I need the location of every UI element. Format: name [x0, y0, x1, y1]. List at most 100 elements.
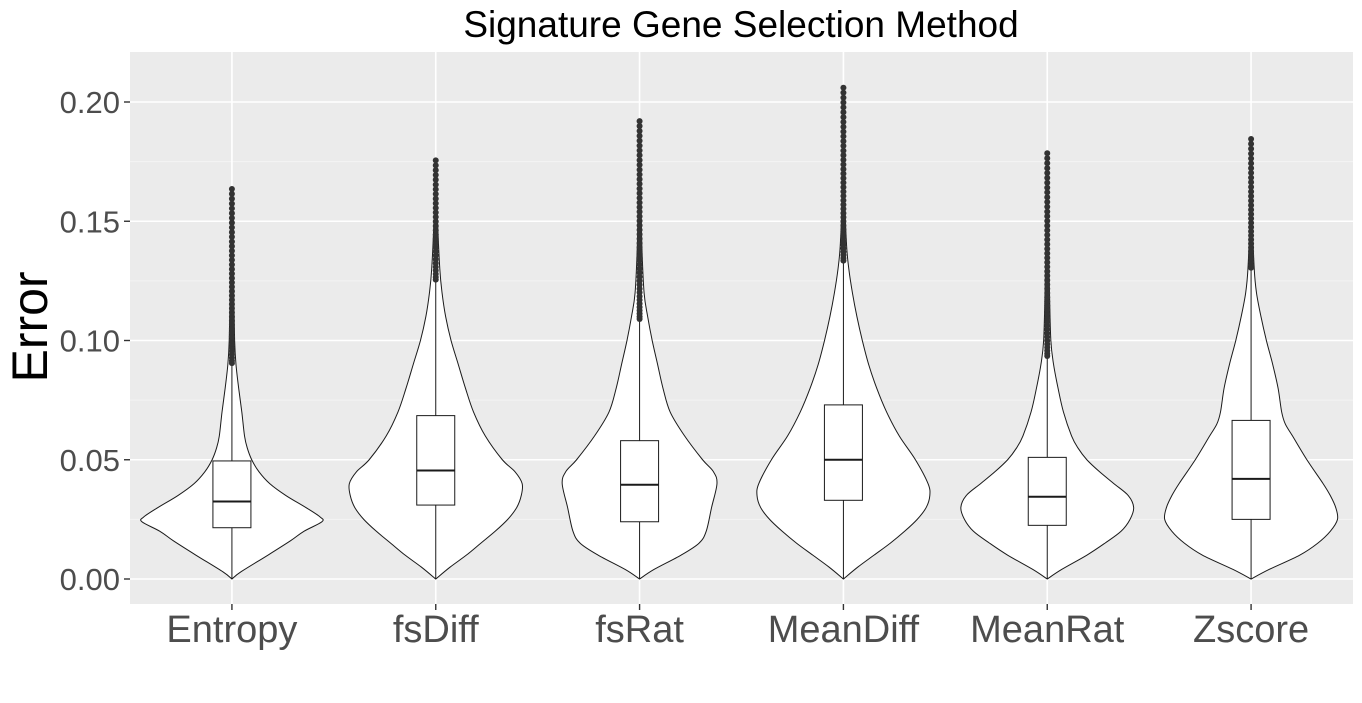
outlier-point [1248, 193, 1255, 200]
outlier-point [840, 184, 847, 191]
outlier-point [432, 200, 439, 207]
outlier-point [840, 161, 847, 168]
outlier-point [636, 257, 643, 264]
outlier-point [840, 123, 847, 130]
outlier-point [1248, 169, 1255, 176]
outlier-point [432, 162, 439, 169]
outlier-point [1044, 298, 1051, 305]
outlier-point [840, 170, 847, 177]
outlier-point [636, 253, 643, 260]
outlier-point [636, 261, 643, 268]
plot-panel [130, 52, 1353, 604]
outlier-point [636, 190, 643, 197]
outlier-point [1044, 232, 1051, 239]
outlier-point [1248, 197, 1255, 204]
outlier-point [228, 257, 235, 264]
outlier-point [432, 157, 439, 164]
outlier-point [840, 99, 847, 106]
outlier-point [840, 218, 847, 225]
outlier-point [636, 194, 643, 201]
outlier-point [1248, 202, 1255, 209]
iqr-box [416, 415, 456, 506]
outlier-point [1044, 250, 1051, 257]
outlier-point [1044, 272, 1051, 279]
outlier-point [1044, 199, 1051, 206]
outlier-point [432, 214, 439, 221]
outlier-point [1248, 179, 1255, 186]
y-tick-label: 0.10 [60, 324, 120, 359]
outlier-point [636, 226, 643, 233]
outlier-point [840, 201, 847, 208]
outlier-point [1044, 218, 1051, 225]
outlier-point [228, 270, 235, 277]
outlier-point [432, 240, 439, 247]
outlier-point [840, 114, 847, 121]
outlier-point [432, 231, 439, 238]
outlier-point [840, 142, 847, 149]
outlier-point [1044, 150, 1051, 157]
outlier-point [1044, 160, 1051, 167]
outlier-point [432, 176, 439, 183]
x-tick-label: MeanDiff [768, 609, 920, 651]
outlier-point [1044, 277, 1051, 284]
outlier-point [636, 231, 643, 238]
outlier-point [840, 166, 847, 173]
x-tick-label: fsRat [595, 609, 684, 651]
outlier-point [1044, 285, 1051, 292]
outlier-point [432, 235, 439, 242]
outlier-point [432, 209, 439, 216]
iqr-box [212, 460, 252, 529]
outlier-point [636, 269, 643, 276]
outlier-point [636, 248, 643, 255]
outlier-point [636, 213, 643, 220]
y-tick-label: 0.20 [60, 85, 120, 120]
violins [140, 84, 1339, 580]
outlier-point [1044, 294, 1051, 301]
outlier-point [1044, 227, 1051, 234]
outlier-point [1248, 165, 1255, 172]
outlier-point [636, 161, 643, 168]
outlier-point [840, 214, 847, 221]
outlier-point [636, 235, 643, 242]
outlier-point [636, 222, 643, 229]
outlier-point [228, 266, 235, 273]
outlier-point [1248, 211, 1255, 218]
y-tick-label: 0.00 [60, 562, 120, 597]
chart-title: Signature Gene Selection Method [463, 4, 1018, 45]
outlier-point [1248, 219, 1255, 226]
outlier-point [636, 142, 643, 149]
outlier-point [228, 195, 235, 202]
outlier-point [432, 191, 439, 198]
outlier-point [1044, 236, 1051, 243]
outlier-point [1044, 194, 1051, 201]
violin-group [1163, 135, 1339, 580]
y-tick-label: 0.15 [60, 204, 120, 239]
outlier-point [1044, 259, 1051, 266]
outlier-point [1044, 165, 1051, 172]
outlier-point [228, 247, 235, 254]
outlier-point [228, 190, 235, 197]
outlier-point [840, 197, 847, 204]
outlier-point [1044, 245, 1051, 252]
outlier-point [1044, 208, 1051, 215]
outlier-point [1248, 206, 1255, 213]
outlier-point [432, 222, 439, 229]
outlier-point [840, 94, 847, 101]
outlier-point [432, 167, 439, 174]
y-axis-title: Error [2, 271, 58, 382]
outlier-point [228, 305, 235, 312]
outlier-point [840, 119, 847, 126]
outlier-point [1044, 169, 1051, 176]
outlier-point [1044, 241, 1051, 248]
outlier-point [1248, 188, 1255, 195]
outlier-point [228, 200, 235, 207]
iqr-box [1231, 419, 1271, 520]
violin-group [561, 118, 718, 580]
outlier-point [228, 292, 235, 299]
outlier-point [636, 217, 643, 224]
outlier-point [228, 275, 235, 282]
outlier-point [1044, 254, 1051, 261]
outlier-point [432, 195, 439, 202]
x-tick-label: fsDiff [393, 609, 479, 651]
outlier-point [840, 128, 847, 135]
